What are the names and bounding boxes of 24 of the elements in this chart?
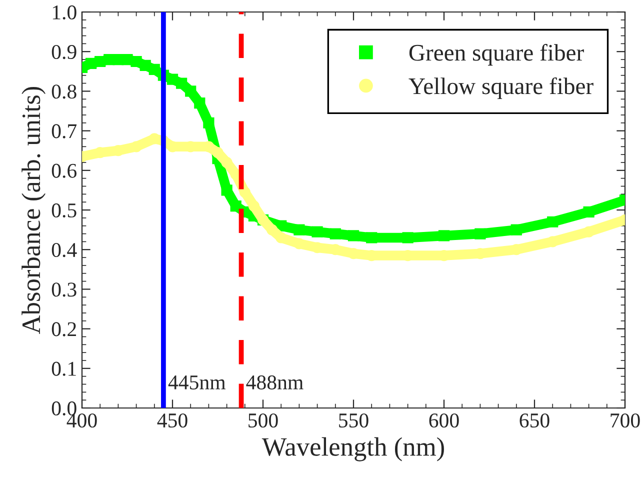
y-tick-label: 0.7 bbox=[52, 124, 77, 138]
y-tick-label: 0.9 bbox=[52, 44, 76, 60]
ref-line-label: 445nm bbox=[168, 376, 226, 390]
ref-line-label: 488nm bbox=[246, 375, 304, 390]
y-tick-label: 0.8 bbox=[52, 84, 76, 99]
x-tick-label: 700 bbox=[610, 413, 640, 428]
y-tick-label: 0.0 bbox=[52, 401, 76, 416]
x-tick-label: 500 bbox=[248, 413, 278, 428]
x-tick-label: 450 bbox=[157, 413, 188, 428]
y-tick-label: 1.0 bbox=[52, 5, 76, 20]
x-tick-label: 400 bbox=[66, 413, 97, 428]
y-tick-label: 0.4 bbox=[52, 242, 77, 258]
y-axis-title: Absorbance (arb. units) bbox=[22, 86, 46, 334]
x-tick-label: 600 bbox=[429, 413, 459, 428]
legend-label: Green square fiber bbox=[409, 44, 584, 66]
x-tick-label: 650 bbox=[520, 413, 550, 428]
x-axis-title: Wavelength (nm) bbox=[262, 437, 444, 462]
y-tick-label: 0.5 bbox=[52, 203, 76, 218]
legend-label: Yellow square fiber bbox=[408, 77, 594, 100]
y-tick-label: 0.2 bbox=[52, 322, 76, 336]
y-tick-label: 0.1 bbox=[52, 362, 76, 376]
y-tick-label: 0.3 bbox=[52, 282, 76, 297]
y-tick-label: 0.6 bbox=[52, 164, 77, 178]
x-tick-label: 550 bbox=[339, 413, 368, 428]
